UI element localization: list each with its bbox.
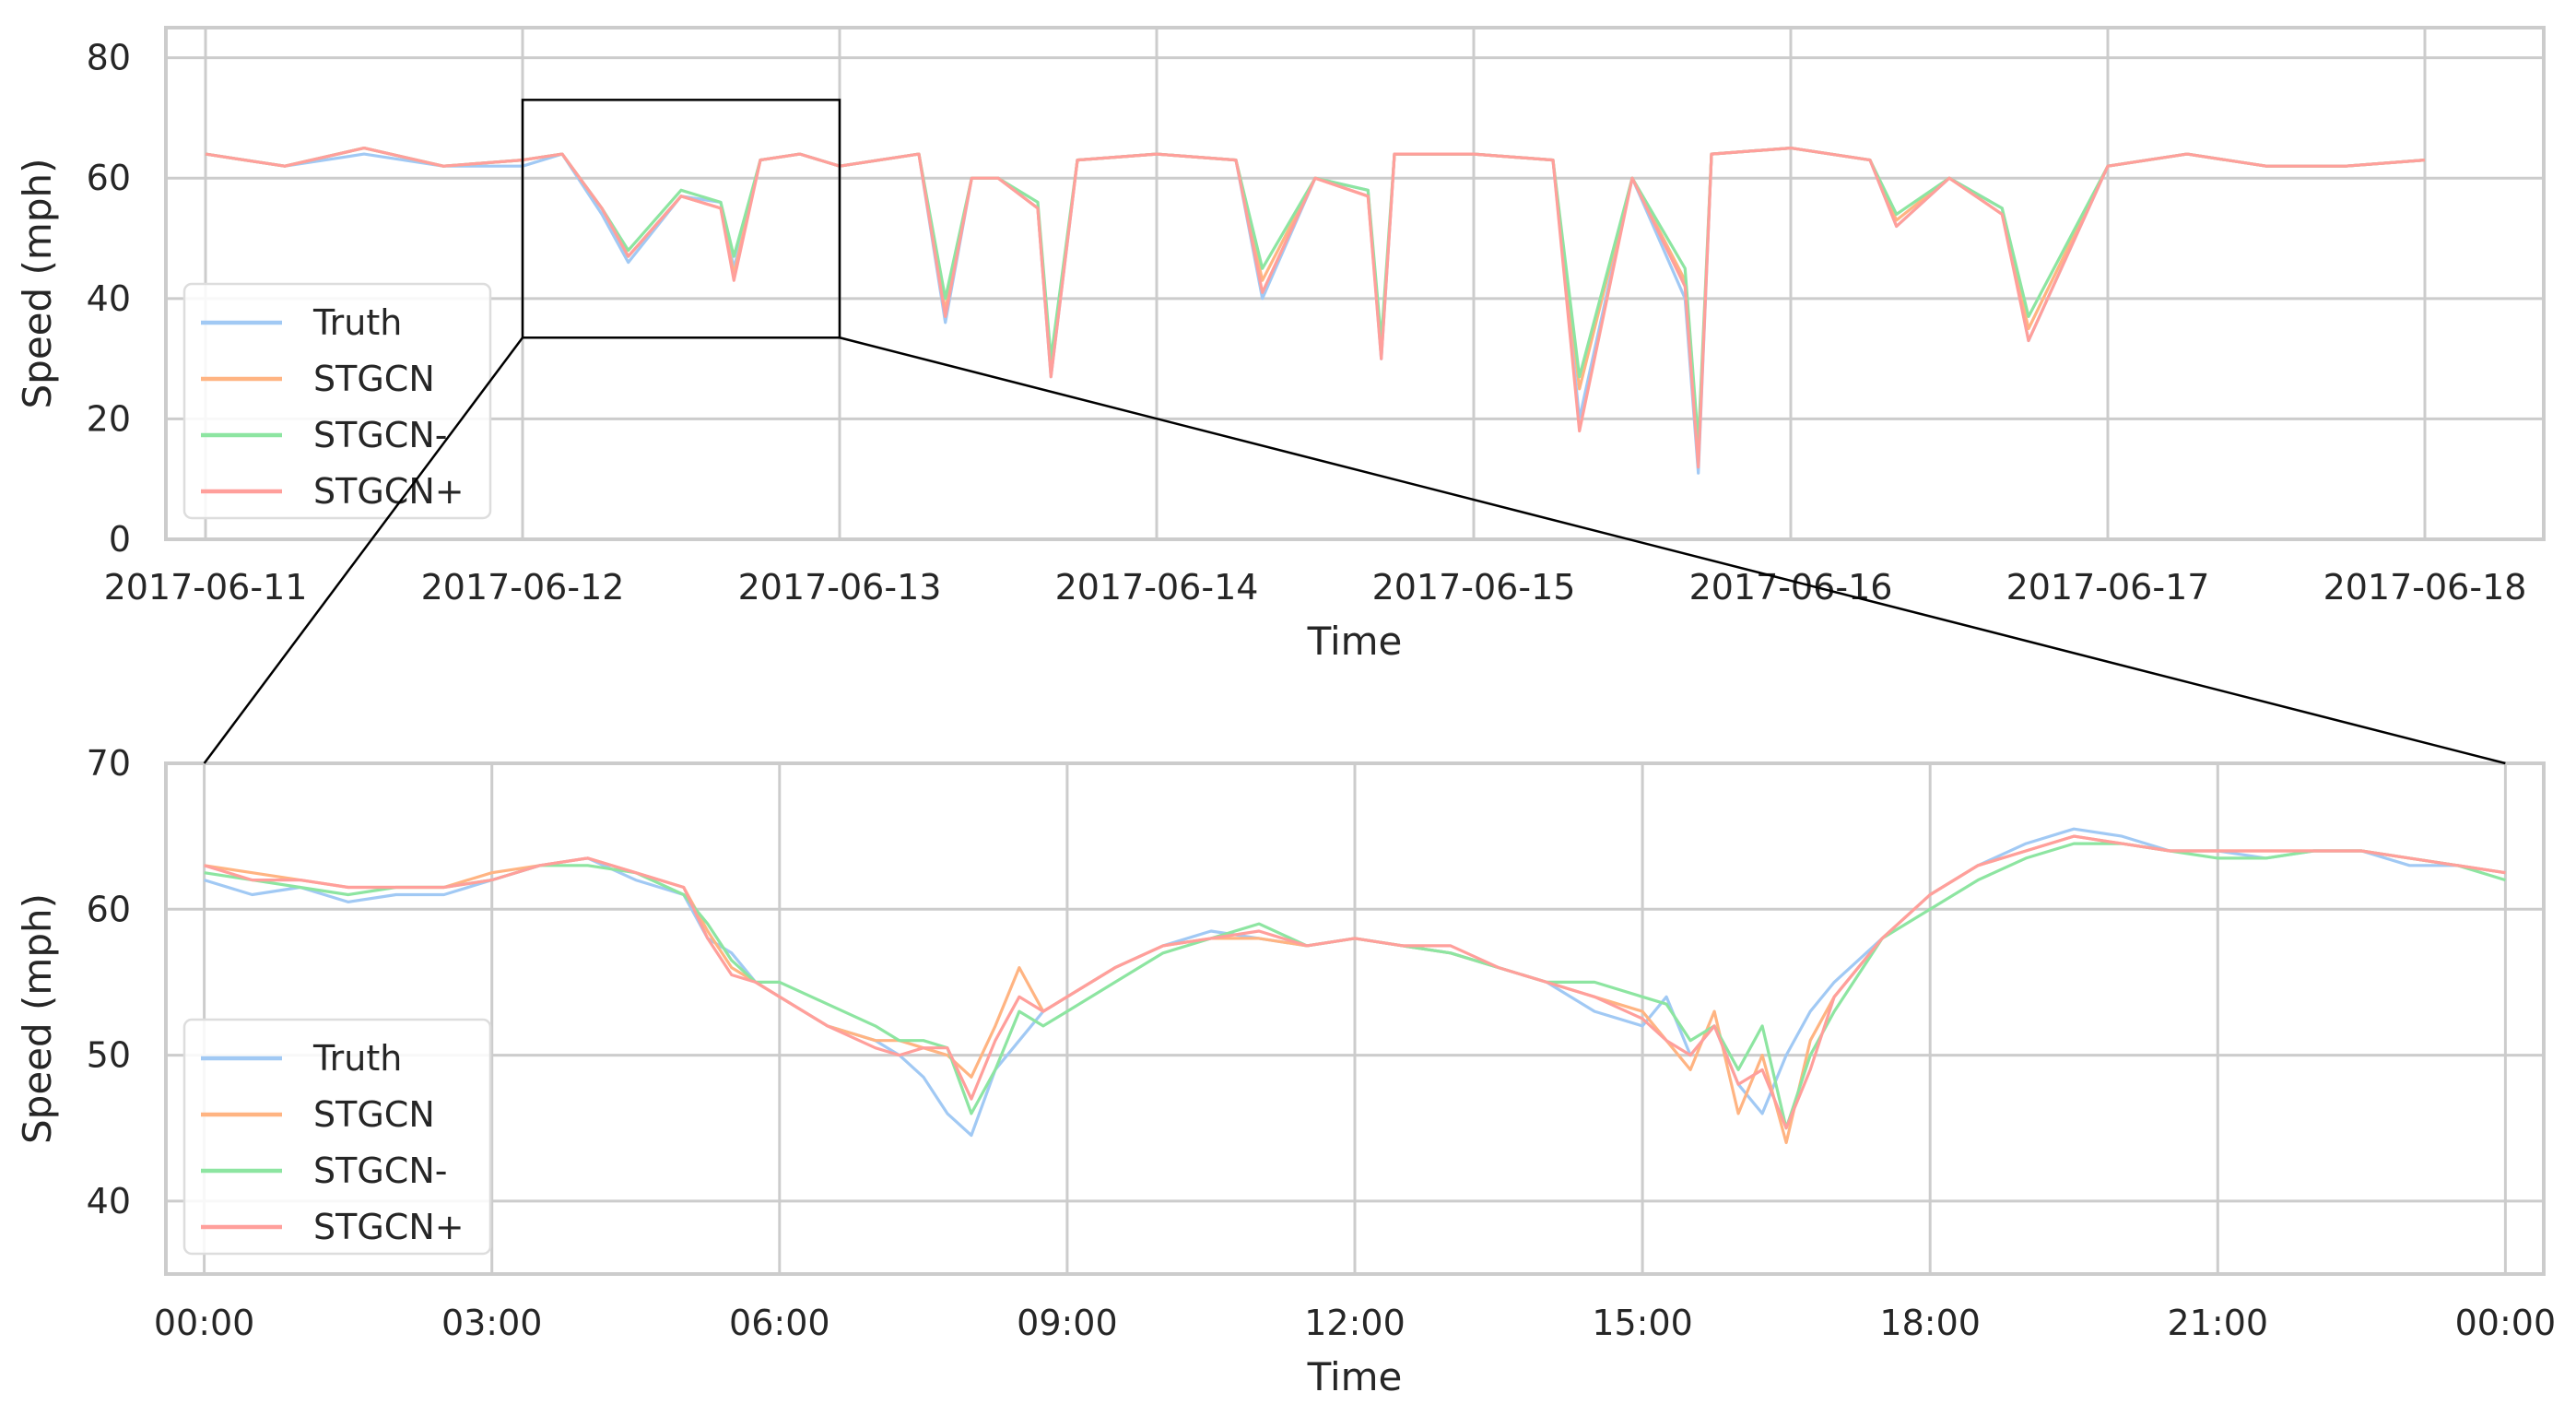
overview-y-tick-label: 20 xyxy=(87,398,131,439)
overview-legend: Truth STGCN STGCN- STGCN+ xyxy=(182,282,492,520)
zoomed-y-axis-label: Speed (mph) xyxy=(15,893,60,1144)
zoomed-x-axis-label: Time xyxy=(1307,1354,1403,1399)
overview-x-tick-label: 2017-06-12 xyxy=(421,567,625,608)
zoomed-x-tick-label: 03:00 xyxy=(441,1303,543,1343)
overview-series-group xyxy=(205,147,2426,475)
zoomed-y-tick-label: 70 xyxy=(87,743,131,784)
overview-y-tick-label: 0 xyxy=(109,519,131,560)
overview-legend-box xyxy=(182,282,492,520)
overview-series-line-stgcn-plus xyxy=(205,147,2426,469)
zoomed-legend: Truth STGCN STGCN- STGCN+ xyxy=(182,1018,492,1256)
zoomed-legend-label: Truth xyxy=(312,1038,402,1079)
zoomed-x-tick-label: 15:00 xyxy=(1592,1303,1693,1343)
overview-series-line-stgcn-minus xyxy=(205,147,2426,445)
overview-y-axis-label: Speed (mph) xyxy=(15,159,60,409)
zoomed-x-tick-label: 21:00 xyxy=(2168,1303,2269,1343)
zoomed-y-tick-label: 40 xyxy=(87,1181,131,1221)
overview-chart: 2017-06-11 2017-06-12 2017-06-13 2017-06-14… xyxy=(15,26,2546,664)
overview-y-tick-label: 60 xyxy=(87,158,131,198)
zoomed-legend-label: STGCN- xyxy=(313,1150,447,1191)
overview-y-tick-label: 40 xyxy=(87,278,131,319)
overview-x-tick-label: 2017-06-17 xyxy=(2006,567,2210,608)
zoomed-series-line-stgcn-plus xyxy=(204,834,2506,1130)
zoomed-grid xyxy=(166,761,2544,1274)
zoomed-x-tick-label: 00:00 xyxy=(2455,1303,2557,1343)
zoomed-y-tick-label: 60 xyxy=(87,889,131,929)
zoomed-legend-box xyxy=(182,1018,492,1256)
overview-x-tick-label: 2017-06-15 xyxy=(1372,567,1576,608)
zoomed-legend-label: STGCN+ xyxy=(313,1207,465,1247)
zoomed-legend-label: STGCN xyxy=(313,1094,435,1135)
overview-x-tick-label: 2017-06-18 xyxy=(2323,567,2527,608)
zoomed-x-tick-label: 18:00 xyxy=(1879,1303,1981,1343)
overview-plot-frame xyxy=(164,26,2546,541)
overview-legend-label: STGCN+ xyxy=(313,471,465,512)
overview-x-tick-label: 2017-06-16 xyxy=(1689,567,1893,608)
overview-x-tick-label: 2017-06-11 xyxy=(104,567,308,608)
overview-legend-label: STGCN- xyxy=(313,415,447,455)
zoomed-series-group xyxy=(204,827,2506,1145)
zoom-region-box xyxy=(521,99,841,339)
overview-legend-label: Truth xyxy=(312,302,402,343)
zoomed-plot-frame xyxy=(164,761,2546,1276)
zoomed-y-tick-label: 50 xyxy=(87,1035,131,1076)
zoom-connector-lines xyxy=(203,336,2506,765)
overview-x-tick-label: 2017-06-14 xyxy=(1055,567,1259,608)
overview-y-tick-label: 80 xyxy=(87,38,131,78)
zoomed-x-tick-label: 12:00 xyxy=(1304,1303,1406,1343)
zoomed-x-tick-label: 09:00 xyxy=(1017,1303,1118,1343)
overview-legend-label: STGCN xyxy=(313,359,435,399)
zoom-connector-right xyxy=(839,336,2506,765)
zoomed-x-tick-label: 06:00 xyxy=(729,1303,830,1343)
zoom-connector-left xyxy=(203,336,524,764)
overview-x-axis-label: Time xyxy=(1307,619,1403,664)
zoomed-chart: 00:00 03:00 06:00 09:00 12:00 15:00 18:00 21:00… xyxy=(15,743,2556,1399)
zoomed-x-tick-label: 00:00 xyxy=(154,1303,255,1343)
overview-x-tick-label: 2017-06-13 xyxy=(738,567,942,608)
